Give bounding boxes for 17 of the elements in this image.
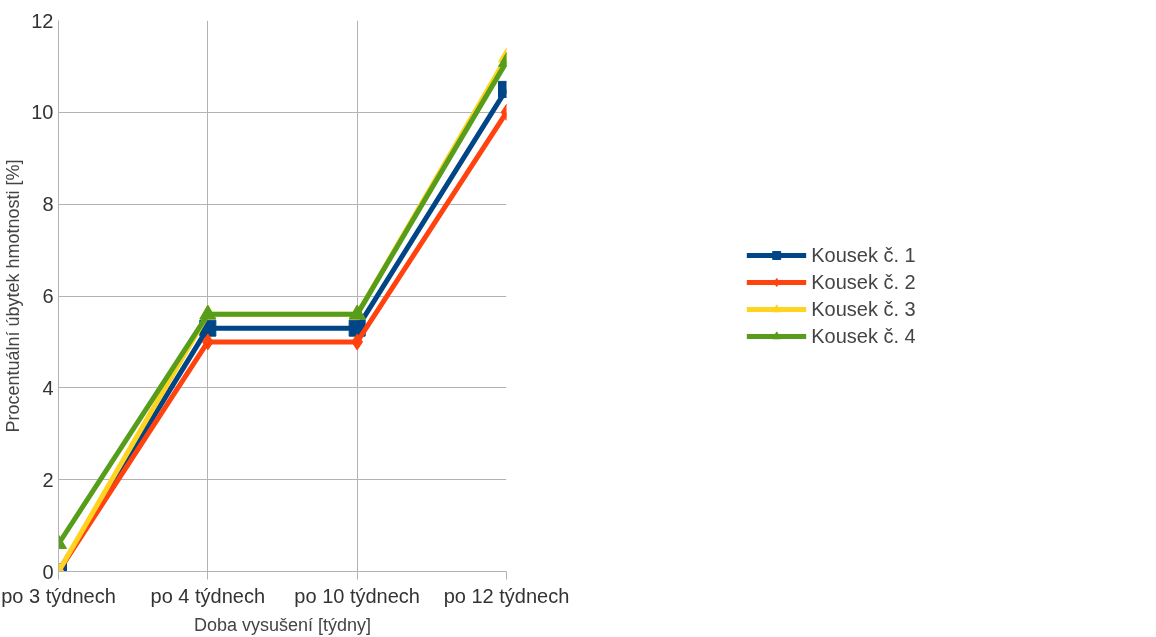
- x-tick-label: po 4 týdnech: [150, 584, 266, 607]
- x-tick-label: po 10 týdnech: [294, 584, 420, 607]
- y-tick-label: 12: [31, 9, 54, 32]
- y-tick-label: 4: [42, 376, 54, 399]
- y-tick-label: 8: [42, 193, 54, 216]
- x-tick-label: po 3 týdnech: [1, 584, 116, 607]
- y-axis-title: Procentuální úbytek hmotnosti [%]: [3, 159, 24, 433]
- legend-label: Kousek č. 1: [811, 243, 916, 267]
- legend-label: Kousek č. 2: [811, 270, 916, 294]
- y-tick-label: 2: [42, 468, 54, 491]
- x-tick-label: po 12 týdnech: [443, 584, 570, 607]
- x-axis-title: Doba vysušení [týdny]: [193, 614, 372, 635]
- legend-label: Kousek č. 4: [811, 324, 916, 348]
- y-tick-label: 0: [42, 560, 54, 583]
- y-tick-label: 10: [31, 101, 54, 124]
- legend-label: Kousek č. 3: [811, 297, 916, 321]
- y-tick-label: 6: [42, 285, 54, 307]
